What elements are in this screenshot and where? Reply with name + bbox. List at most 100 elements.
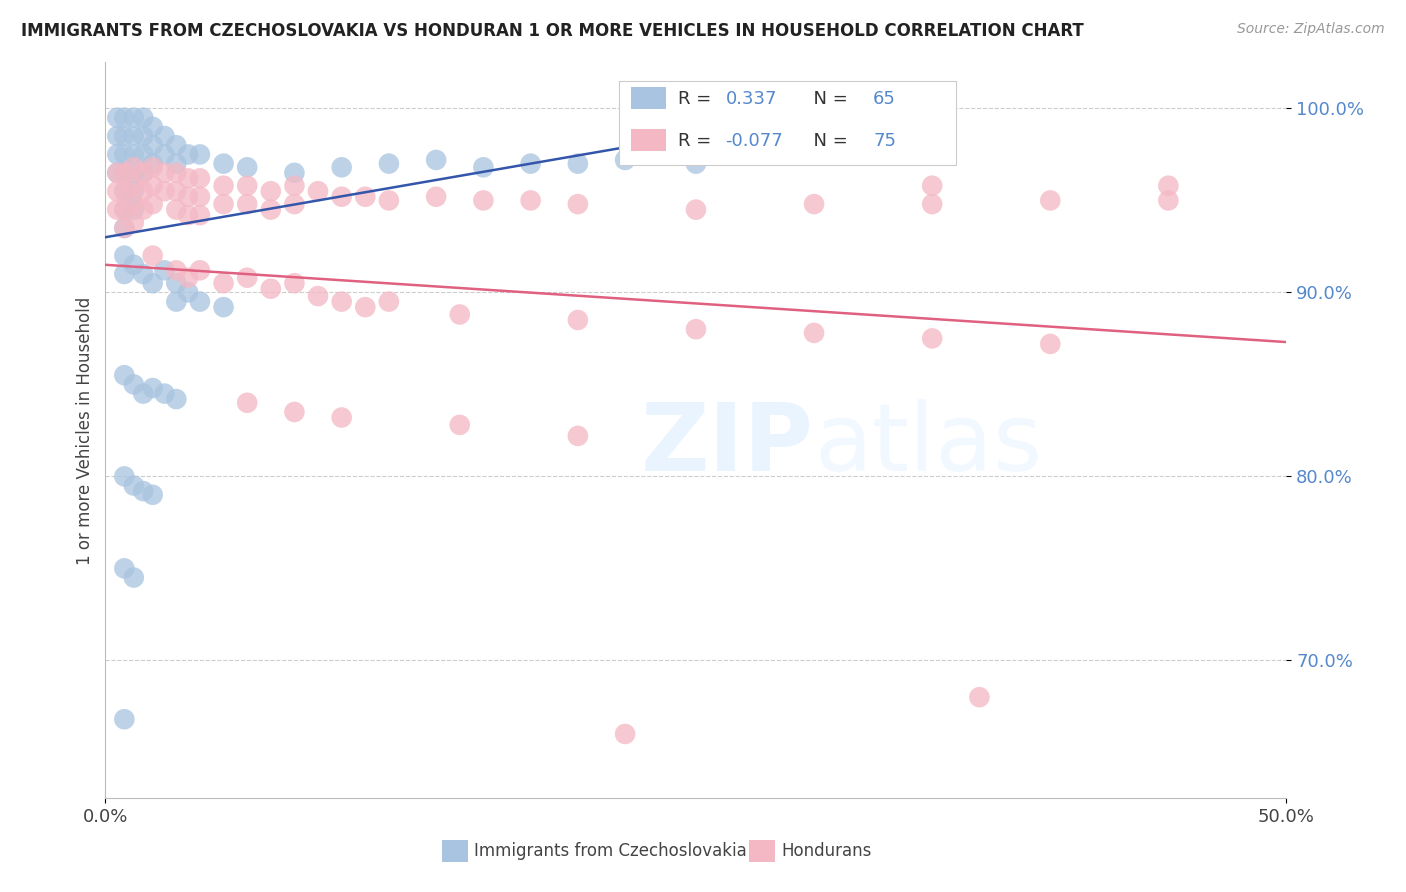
Point [132,267,155,281]
Bar [441,840,468,863]
Point [685,322,707,336]
Point [614,727,637,741]
Point [188,263,211,277]
Point [236,197,259,211]
Point [142,197,165,211]
Text: N =: N = [803,90,853,108]
Point [212,300,235,314]
Point [188,294,211,309]
Point [1157,178,1180,193]
Point [1039,337,1062,351]
Point [188,208,211,222]
Point [449,417,471,432]
Point [153,147,176,161]
Point [142,249,165,263]
Text: 65: 65 [873,90,896,108]
Point [112,184,135,198]
Bar [749,840,775,863]
Point [105,128,128,143]
Point [449,308,471,322]
Bar [631,87,666,109]
Point [212,276,235,290]
Point [142,276,165,290]
Point [283,197,305,211]
Point [188,171,211,186]
Point [153,128,176,143]
Text: 0.337: 0.337 [725,90,778,108]
Point [142,178,165,193]
Point [132,128,155,143]
Point [165,276,187,290]
Point [177,208,200,222]
Point [236,396,259,410]
Point [283,166,305,180]
Point [425,190,447,204]
Point [425,153,447,167]
Point [112,267,135,281]
Point [142,138,165,153]
Point [236,161,259,175]
Point [177,270,200,285]
Point [165,166,187,180]
Point [330,161,353,175]
Point [112,221,135,235]
Text: atlas: atlas [814,399,1042,491]
Point [567,429,589,443]
Point [354,300,377,314]
Point [105,166,128,180]
Point [212,178,235,193]
Point [177,285,200,300]
Point [283,276,305,290]
Point [188,190,211,204]
Point [142,156,165,170]
Point [260,184,283,198]
Point [354,190,377,204]
Point [132,147,155,161]
Point [112,368,135,383]
Y-axis label: 1 or more Vehicles in Household: 1 or more Vehicles in Household [76,296,94,565]
Text: Hondurans: Hondurans [780,842,872,860]
Point [122,258,145,272]
Point [165,392,187,406]
Point [112,469,135,483]
Point [112,202,135,217]
Text: Immigrants from Czechoslovakia: Immigrants from Czechoslovakia [474,842,747,860]
Point [153,166,176,180]
Point [921,331,943,345]
Point [378,156,401,170]
Point [177,171,200,186]
Point [165,156,187,170]
Point [122,215,145,229]
Point [803,197,825,211]
Point [212,197,235,211]
Point [122,178,145,193]
Point [330,294,353,309]
Point [112,184,135,198]
Point [165,184,187,198]
Point [112,712,135,726]
Point [105,166,128,180]
Point [153,184,176,198]
Point [685,202,707,217]
Text: IMMIGRANTS FROM CZECHOSLOVAKIA VS HONDURAN 1 OR MORE VEHICLES IN HOUSEHOLD CORRE: IMMIGRANTS FROM CZECHOSLOVAKIA VS HONDUR… [21,22,1084,40]
Point [122,111,145,125]
Point [472,161,495,175]
Point [132,184,155,198]
Point [112,561,135,575]
Point [260,282,283,296]
Point [330,190,353,204]
Point [921,197,943,211]
Point [307,289,329,303]
Point [307,184,329,198]
Point [142,381,165,395]
Point [105,184,128,198]
Point [112,221,135,235]
Point [122,161,145,175]
Point [188,147,211,161]
Point [472,194,495,208]
Text: ZIP: ZIP [641,399,814,491]
Point [112,166,135,180]
Point [378,194,401,208]
Point [177,147,200,161]
Point [112,128,135,143]
